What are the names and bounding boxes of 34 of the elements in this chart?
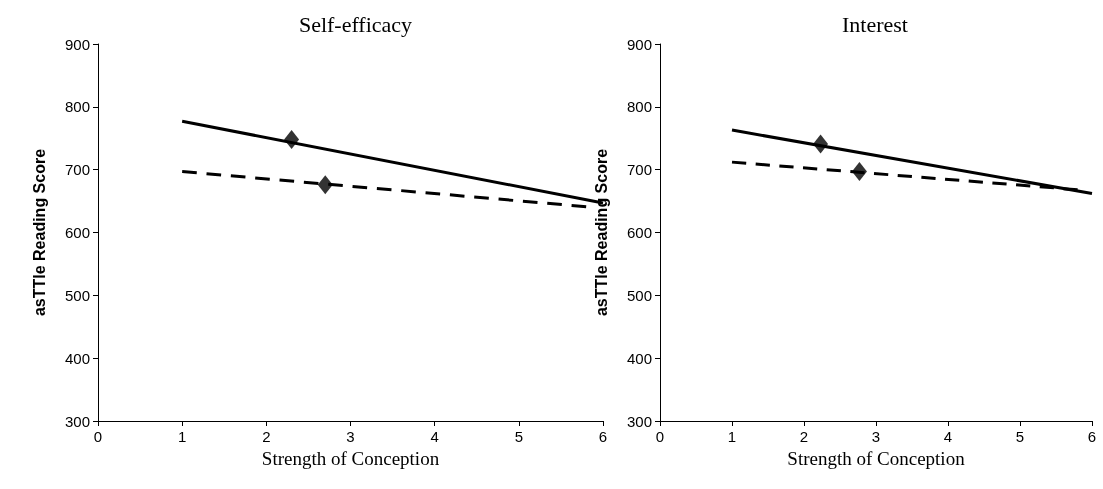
y-tick-label: 700 xyxy=(64,161,90,179)
x-axis-title: Strength of Conception xyxy=(787,447,966,469)
x-tick-label: 2 xyxy=(262,428,271,445)
y-tick-label: 800 xyxy=(64,98,90,116)
x-tick-label: 6 xyxy=(598,428,608,445)
x-tick-label: 1 xyxy=(177,428,187,445)
y-tick-label: 500 xyxy=(626,286,652,304)
x-tick-label: 3 xyxy=(346,428,355,445)
y-tick-label: 400 xyxy=(64,349,90,367)
y-tick-label: 300 xyxy=(626,412,652,430)
y-tick-label: 700 xyxy=(626,161,652,179)
y-tick-label: 800 xyxy=(626,98,652,116)
y-tick-label: 900 xyxy=(626,35,652,53)
y-tick-label: 900 xyxy=(64,35,90,53)
x-tick-label: 4 xyxy=(943,428,953,445)
x-tick-label: 1 xyxy=(727,428,737,445)
x-tick-label: 3 xyxy=(871,428,881,445)
x-tick-label: 0 xyxy=(93,428,103,445)
x-tick-label: 5 xyxy=(514,428,524,445)
x-axis-title: Strength of Conception xyxy=(261,447,440,469)
y-tick-label: 500 xyxy=(64,286,90,304)
x-tick-label: 5 xyxy=(1015,428,1025,445)
chart-title: Self-efficacy xyxy=(298,11,413,37)
y-tick-label: 400 xyxy=(626,349,652,367)
y-axis-title: asTTle Reading Score xyxy=(592,148,610,317)
chart-title: Interest xyxy=(842,11,908,37)
y-axis-title: asTTle Reading Score xyxy=(30,148,48,317)
x-tick-label: 0 xyxy=(655,428,665,445)
x-tick-label: 2 xyxy=(799,428,809,445)
y-tick-label: 600 xyxy=(626,224,652,241)
x-tick-label: 6 xyxy=(1087,428,1097,445)
y-tick-label: 600 xyxy=(64,224,90,241)
y-tick-label: 300 xyxy=(64,412,90,430)
x-tick-label: 4 xyxy=(430,428,439,445)
